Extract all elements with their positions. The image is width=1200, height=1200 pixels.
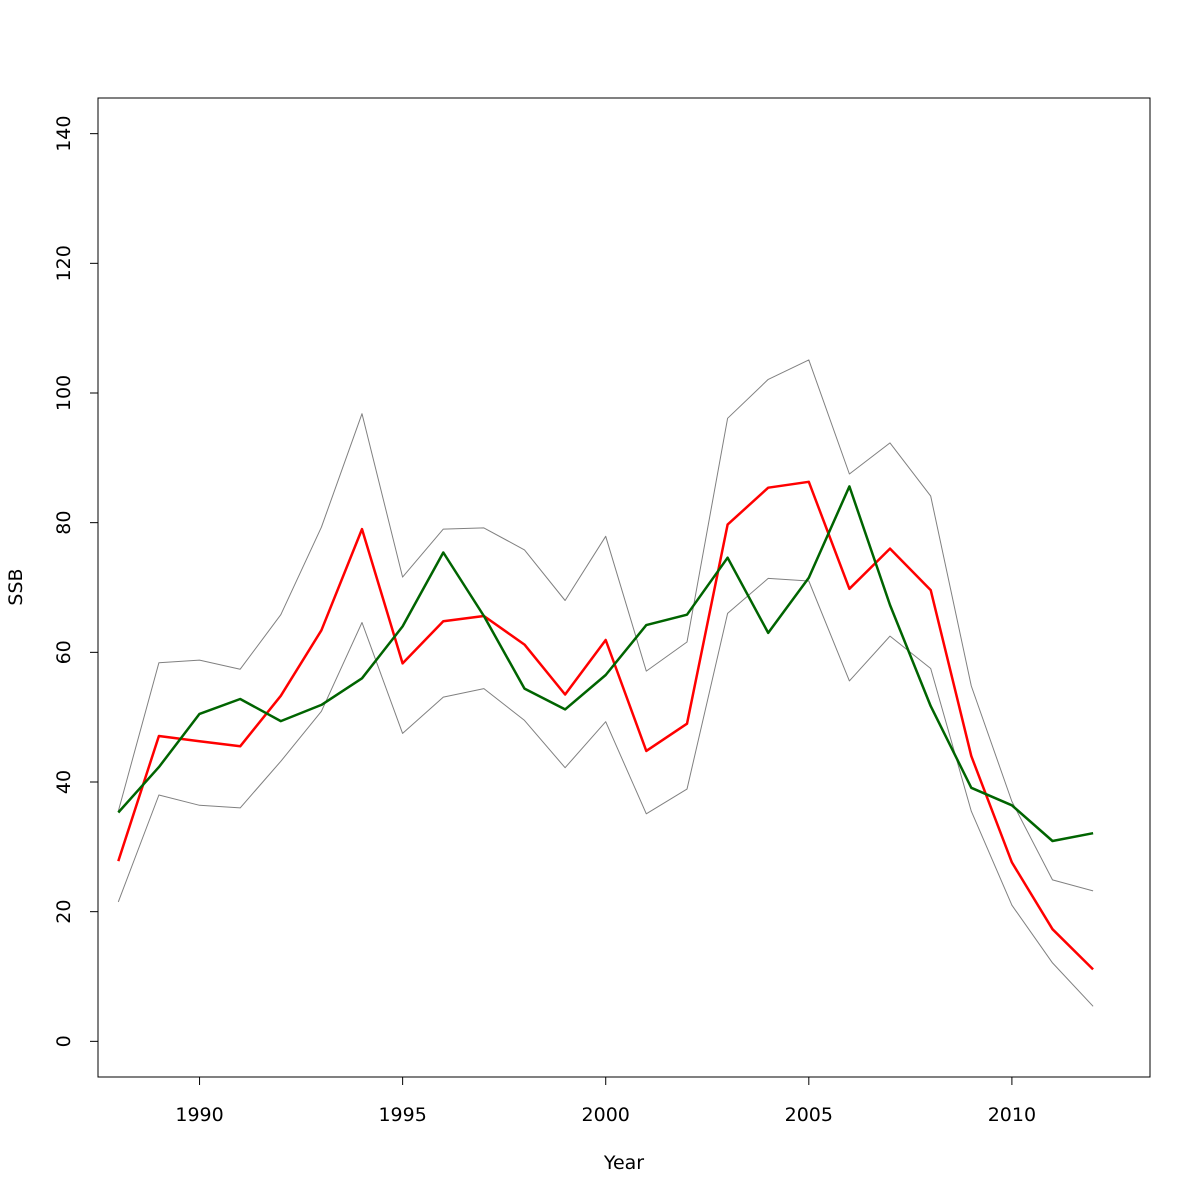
x-axis-label: Year — [603, 1152, 644, 1174]
series-line-4 — [117, 485, 1094, 843]
series-layer — [117, 359, 1094, 1007]
series-line-3 — [117, 480, 1094, 971]
series-line-1 — [117, 359, 1094, 892]
plot-frame — [97, 97, 1151, 1078]
y-axis-label: SSB — [5, 568, 27, 605]
x-tick-label-2000: 2000 — [582, 1104, 630, 1126]
y-tick-label-80: 80 — [53, 511, 75, 535]
y-axis: 0 20 40 60 80 100 120 140 — [53, 116, 99, 1047]
series-line-2 — [117, 577, 1094, 1007]
x-axis: 1990 1995 2000 2005 2010 — [175, 1076, 1036, 1126]
y-tick-label-100: 100 — [53, 375, 75, 411]
y-tick-label-120: 120 — [53, 245, 75, 281]
x-tick-label-1990: 1990 — [175, 1104, 223, 1126]
y-tick-label-40: 40 — [53, 770, 75, 794]
y-tick-label-60: 60 — [53, 640, 75, 664]
y-tick-label-140: 140 — [53, 116, 75, 152]
x-tick-label-1995: 1995 — [378, 1104, 426, 1126]
y-tick-label-0: 0 — [53, 1035, 75, 1047]
x-tick-label-2005: 2005 — [785, 1104, 833, 1126]
y-tick-label-20: 20 — [53, 900, 75, 924]
x-tick-label-2010: 2010 — [988, 1104, 1036, 1126]
